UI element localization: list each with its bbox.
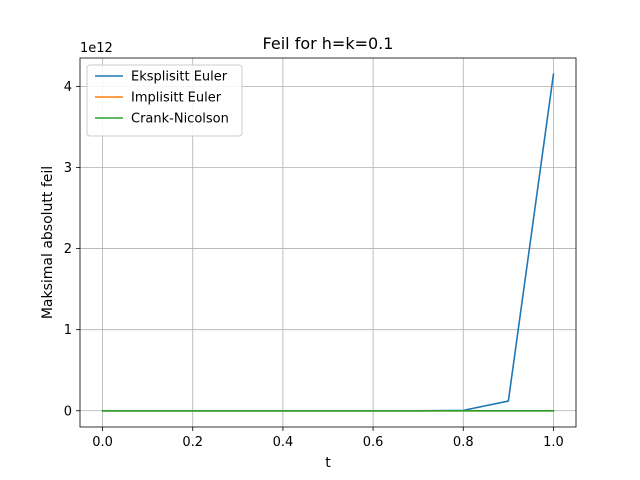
- x-axis-label: t: [325, 455, 331, 471]
- y-tick-label: 4: [64, 80, 72, 95]
- x-tick-label: 0.0: [92, 435, 113, 450]
- x-tick-label: 0.2: [182, 435, 203, 450]
- series-lines: [101, 73, 555, 412]
- x-tick-label: 0.6: [363, 435, 384, 450]
- legend-label: Implisitt Euler: [131, 91, 222, 106]
- y-tick-label: 1: [64, 323, 72, 338]
- grid: [80, 58, 576, 427]
- y-axis-label: Maksimal absolutt feil: [40, 166, 56, 319]
- y-tick-label: 3: [64, 161, 72, 176]
- legend-box: [86, 64, 243, 137]
- y-tick-label: 0: [64, 404, 72, 419]
- x-tick-label: 0.4: [273, 435, 294, 450]
- x-tick-label: 0.8: [453, 435, 474, 450]
- axis-ticks: 0.0 0.2 0.4 0.6 0.8 1.0 0 1 2 3 4: [64, 80, 564, 450]
- legend-label: Eksplisitt Euler: [131, 70, 228, 85]
- legend-label: Crank-Nicolson: [131, 112, 229, 127]
- plot-frame: [79, 57, 577, 428]
- x-tick-label: 1.0: [543, 435, 564, 450]
- y-axis-scale-label: 1e12: [80, 41, 113, 56]
- chart-title: Feil for h=k=0.1: [263, 34, 394, 53]
- legend: Eksplisitt Euler Implisitt Euler Crank-Nic…: [86, 64, 243, 137]
- y-tick-label: 2: [64, 242, 72, 257]
